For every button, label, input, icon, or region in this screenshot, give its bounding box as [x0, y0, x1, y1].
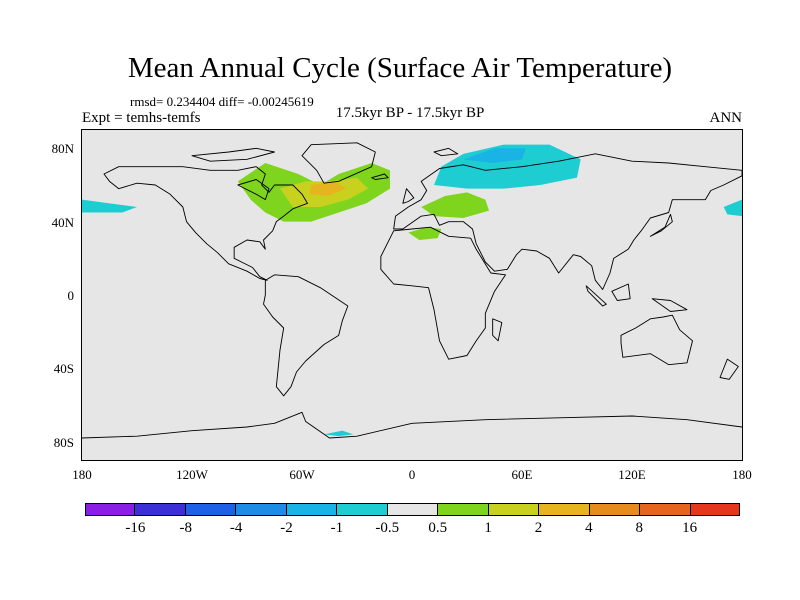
colorbar-segment: [185, 503, 237, 516]
coast-japan: [649, 213, 673, 237]
colorbar: [85, 503, 741, 516]
coast-australia: [620, 314, 693, 366]
map-canvas: [82, 142, 742, 439]
experiment-label: Expt = temhs-temfs: [82, 110, 201, 126]
fill-north-pacific-west-cold: [723, 199, 742, 217]
colorbar-label: 0.5: [428, 520, 448, 536]
coast-north-america: [103, 166, 308, 281]
plot-title: Mean Annual Cycle (Surface Air Temperatu…: [127, 52, 673, 84]
world-map: [81, 129, 743, 461]
fill-north-atlantic-peak: [309, 181, 346, 196]
colorbar-label: 2: [534, 520, 543, 536]
y-tick-label: 40S: [53, 361, 74, 376]
colorbar-segment: [589, 503, 641, 516]
coastlines: [82, 142, 742, 439]
colorbar-segment: [337, 503, 388, 516]
colorbar-label: 16: [682, 520, 698, 536]
x-tick-label: 60E: [511, 467, 533, 482]
colorbar-segment: [438, 503, 489, 516]
colorbar-segment: [236, 503, 287, 516]
colorbar-label: 1: [484, 520, 492, 536]
x-tick-label: 120E: [618, 467, 646, 482]
coast-sumatra: [585, 285, 607, 307]
stats-text: rmsd= 0.234404 diff= -0.00245619: [130, 94, 314, 109]
coast-madagascar: [492, 318, 503, 342]
y-tick-label: 80N: [51, 141, 74, 156]
x-tick-label: 0: [408, 467, 416, 482]
x-tick-label: 180: [72, 467, 92, 482]
colorbar-segment: [640, 503, 691, 516]
coast-canadian-islands: [191, 147, 275, 162]
season-label: ANN: [709, 110, 743, 126]
fill-europe-warm: [421, 192, 489, 218]
colorbar-segment: [135, 503, 186, 516]
colorbar-label: 4: [585, 520, 593, 536]
x-tick-label: 120W: [176, 467, 208, 482]
y-tick-label: 80S: [53, 435, 74, 450]
x-tick-label: 60W: [289, 467, 315, 482]
fill-north-africa-warm: [408, 227, 442, 240]
coast-uk: [402, 188, 415, 204]
colorbar-label: -16: [125, 520, 146, 536]
coast-eurasia: [393, 153, 742, 290]
coast-new-guinea: [651, 298, 688, 312]
coast-hudson-bay: [237, 179, 270, 201]
period-label: 17.5kyr BP - 17.5kyr BP: [335, 105, 485, 121]
fill-antarctic-cold: [324, 430, 354, 437]
colorbar-label: 8: [635, 520, 643, 536]
fill-scandinavia-arctic-cold: [434, 144, 581, 189]
colorbar-segment: [387, 503, 439, 516]
y-tick-label: 0: [67, 288, 75, 303]
x-tick-label: 180: [732, 467, 752, 482]
coast-iceland: [371, 173, 389, 180]
colorbar-label: -4: [229, 520, 243, 536]
coast-greenland: [301, 142, 376, 184]
colorbar-segment: [539, 503, 590, 516]
colorbar-label: -1: [330, 520, 344, 536]
coast-africa: [380, 226, 506, 360]
coast-svalbard: [433, 147, 459, 157]
fill-north-pacific-east-cold: [82, 199, 137, 213]
colorbar-label: -0.5: [375, 520, 400, 536]
colorbar-segment: [286, 503, 338, 516]
colorbar-label: -8: [179, 520, 193, 536]
y-tick-label: 40N: [51, 215, 74, 230]
colorbar-label: -2: [280, 520, 293, 536]
fill-arctic-cold-darker: [463, 148, 526, 163]
colorbar-segment: [690, 503, 741, 516]
coast-borneo: [611, 283, 631, 301]
colorbar-segment: [85, 503, 136, 516]
coast-antarctica: [82, 411, 742, 439]
colorbar-segment: [488, 503, 540, 516]
anomaly-fills: [82, 144, 742, 437]
coast-new-zealand: [719, 358, 739, 380]
coast-south-america: [263, 274, 349, 397]
